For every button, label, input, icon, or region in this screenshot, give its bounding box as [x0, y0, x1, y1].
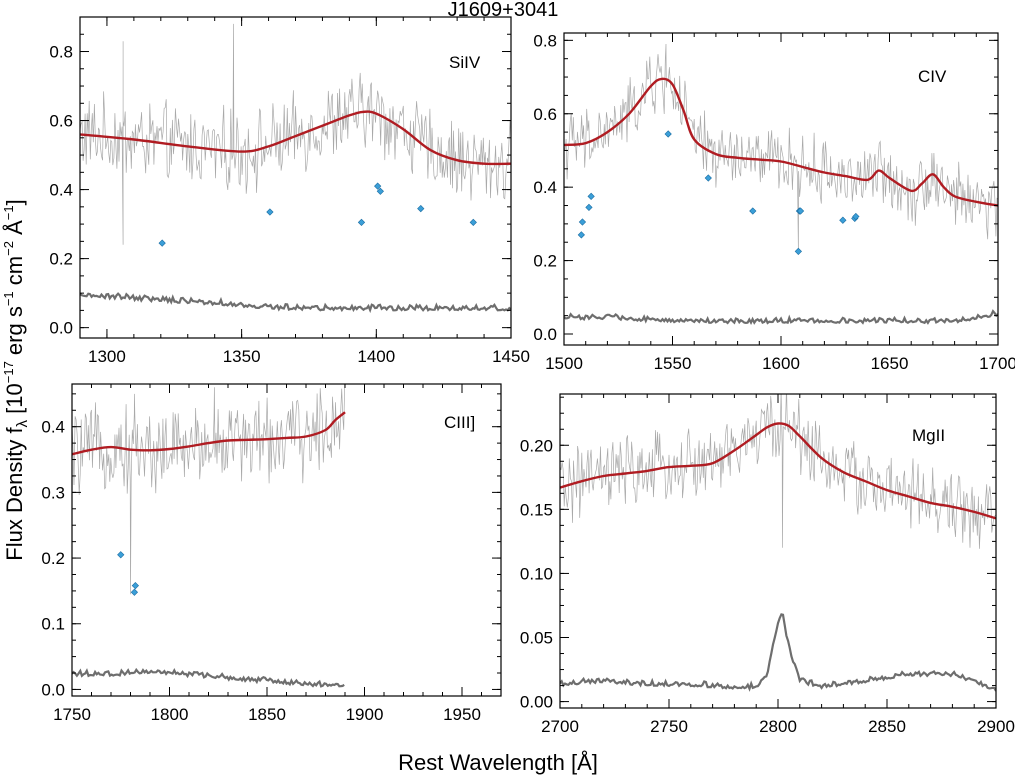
- y-tick-label: 0.8: [533, 31, 557, 50]
- absorber-marker: [839, 216, 847, 224]
- absorber-marker: [577, 231, 585, 239]
- x-tick-label: 1600: [762, 354, 800, 373]
- y-tick-label: 0.2: [49, 250, 73, 269]
- x-tick-label: 1900: [346, 705, 384, 724]
- absorber-marker: [578, 218, 587, 226]
- plot-area: [80, 23, 511, 314]
- x-tick-label: 1400: [357, 347, 395, 366]
- absorber-marker: [794, 247, 802, 256]
- x-tick-label: 1800: [151, 705, 189, 724]
- error-spectrum: [564, 309, 998, 326]
- plot-frame: [79, 16, 512, 339]
- absorber-marker: [266, 208, 274, 216]
- x-tick-label: 1950: [443, 705, 481, 724]
- x-tick-label: 2850: [868, 717, 906, 736]
- x-tick-label: 1350: [223, 347, 261, 366]
- absorber-marker: [131, 582, 139, 590]
- x-axis-label: Rest Wavelength [Å]: [398, 750, 598, 775]
- model-fit: [72, 411, 346, 456]
- x-tick-label: 1500: [545, 354, 583, 373]
- plot-area: [560, 394, 996, 692]
- y-axis-label: Flux Density fλ [10−17 erg s−1 cm−2 Å−1]: [1, 199, 31, 560]
- x-tick-label: 1450: [492, 347, 530, 366]
- panel-siiv: 1300 1350 1400 1450 0.0 0.2 0.4 0.6 0.8 SiIV: [49, 16, 530, 366]
- error-spectrum: [80, 292, 511, 314]
- absorber-marker: [749, 207, 757, 215]
- absorber-marker: [796, 207, 805, 215]
- absorber-marker: [158, 239, 166, 247]
- y-tick-label: 0.0: [41, 680, 65, 699]
- model-fit: [564, 77, 998, 207]
- absorber-marker: [374, 182, 382, 190]
- plot-area: [72, 384, 346, 688]
- y-tick-label: 0.3: [41, 483, 65, 502]
- x-tick-label: 1700: [979, 354, 1015, 373]
- y-tick-label: 0.8: [49, 43, 73, 62]
- absorber-marker: [587, 192, 595, 200]
- panel-civ: 1500 1550 1600 1650 1700 0.0 0.2 0.4 0.6 0.8 CIV: [533, 31, 1015, 373]
- flux-spectrum: [80, 23, 511, 245]
- y-tick-label: 0.4: [41, 418, 65, 437]
- absorber-marker: [469, 218, 477, 226]
- plot-area: [564, 43, 998, 326]
- panel-label: SiIV: [449, 53, 481, 72]
- y-tick-label: 0.2: [41, 549, 65, 568]
- absorber-marker: [417, 204, 425, 213]
- panel-mgii: 2700 2750 2800 2850 2900 0.00 0.05 0.10 0.15 0.20…: [520, 393, 1015, 736]
- y-tick-label: 0.1: [41, 615, 65, 634]
- x-tick-label: 2700: [541, 717, 579, 736]
- y-tick-label: 0.10: [520, 564, 553, 583]
- figure-title: J1609+3041: [448, 0, 559, 21]
- panel-ciii: 1750 1800 1850 1900 1950 0.0 0.1 0.2 0.3 0.4 CIII]: [41, 383, 502, 724]
- absorber-marker: [704, 174, 712, 182]
- absorber-marker: [357, 218, 366, 226]
- y-tick-label: 0.2: [533, 252, 557, 271]
- panel-label: MgII: [912, 426, 945, 445]
- absorber-marker: [117, 551, 125, 559]
- absorber-marker: [376, 187, 384, 195]
- x-tick-label: 1850: [248, 705, 286, 724]
- flux-spectrum: [560, 394, 996, 549]
- y-tick-label: 0.6: [49, 112, 73, 131]
- x-tick-label: 1300: [88, 347, 126, 366]
- svg-text:Flux Density fλ [10−17 erg s−1: Flux Density fλ [10−17 erg s−1 cm−2 Å−1]: [1, 199, 31, 560]
- x-tick-label: 2800: [759, 717, 797, 736]
- absorber-marker: [664, 130, 672, 138]
- model-fit: [80, 110, 511, 166]
- y-tick-label: 0.00: [520, 693, 553, 712]
- y-tick-label: 0.05: [520, 629, 553, 648]
- flux-spectrum: [564, 43, 998, 254]
- y-tick-label: 0.4: [49, 181, 73, 200]
- absorber-marker: [852, 212, 860, 221]
- y-tick-label: 0.15: [520, 500, 553, 519]
- absorber-marker: [130, 588, 139, 596]
- panel-label: CIII]: [444, 413, 475, 432]
- x-tick-label: 2900: [977, 717, 1015, 736]
- y-tick-label: 0.6: [533, 105, 557, 124]
- model-fit: [560, 422, 996, 520]
- y-tick-label: 0.4: [533, 178, 557, 197]
- x-tick-label: 1650: [871, 354, 909, 373]
- x-tick-label: 1750: [53, 705, 91, 724]
- x-tick-label: 2750: [650, 717, 688, 736]
- absorber-marker: [585, 203, 593, 211]
- error-spectrum: [72, 667, 345, 688]
- y-tick-label: 0.0: [533, 325, 557, 344]
- y-tick-label: 0.20: [520, 436, 553, 455]
- y-tick-label: 0.0: [49, 319, 73, 338]
- error-spectrum: [560, 613, 996, 692]
- x-tick-label: 1550: [654, 354, 692, 373]
- flux-spectrum: [72, 384, 346, 595]
- panel-label: CIV: [918, 67, 947, 86]
